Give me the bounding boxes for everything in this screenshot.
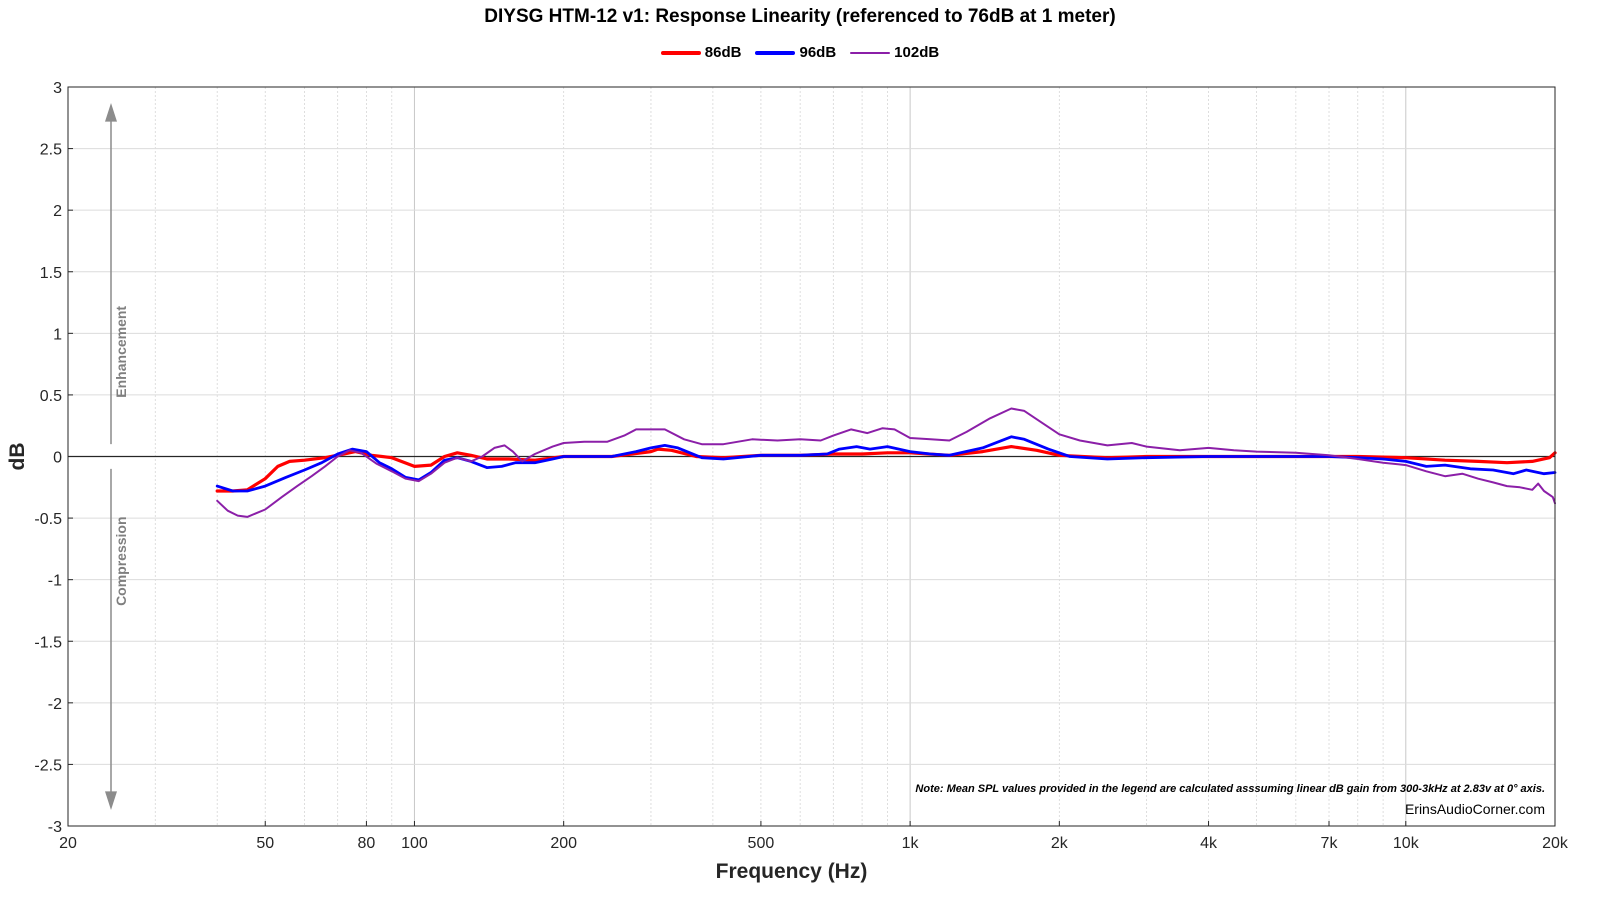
legend-label: 96dB [799, 44, 837, 61]
axes-frame [67, 86, 1556, 827]
legend-label: 102dB [894, 44, 940, 61]
legend-item-96dB: 96dB [755, 44, 836, 61]
y-tick-label: 1.5 [40, 265, 62, 282]
y-tick-label: 2 [53, 203, 62, 220]
x-tick-label: 4k [1200, 835, 1218, 852]
compression-label: Compression [113, 516, 129, 605]
series-line-102dB [216, 407, 1556, 518]
x-tick-label: 10k [1393, 835, 1420, 852]
y-tick-label: -3 [48, 819, 62, 836]
x-tick-label: 50 [256, 835, 274, 852]
chart-title: DIYSG HTM-12 v1: Response Linearity (ref… [484, 6, 1116, 27]
y-tick-label: -1.5 [34, 634, 62, 651]
enhancement-arrow-head [105, 103, 117, 122]
x-tick-label: 500 [748, 835, 775, 852]
series-layer [215, 407, 1557, 518]
y-tick-label: -2 [48, 696, 62, 713]
legend-item-102dB: 102dB [850, 44, 939, 61]
x-tick-label: 20 [59, 835, 77, 852]
y-tick-label: 2.5 [40, 142, 62, 159]
y-tick-label: 0.5 [40, 388, 62, 405]
y-tick-label: 1 [53, 326, 62, 343]
annotations: Enhancement Compression Note: Mean SPL val… [105, 103, 1545, 817]
y-tick-label: -0.5 [34, 511, 62, 528]
legend-label: 86dB [704, 44, 742, 61]
legend-swatch [850, 51, 891, 54]
legend-item-86dB: 86dB [660, 44, 742, 61]
series-line-86dB [215, 445, 1557, 493]
legend: 86dB 96dB 102dB [0, 44, 1600, 61]
series-line-96dB [215, 435, 1557, 493]
x-tick-label: 1k [902, 835, 920, 852]
legend-swatch [660, 50, 701, 55]
enhancement-label: Enhancement [113, 306, 129, 398]
x-axis-label: Frequency (Hz) [716, 860, 868, 883]
y-tick-label: -1 [48, 573, 62, 590]
x-tick-label: 2k [1051, 835, 1069, 852]
compression-arrow-head [105, 791, 117, 810]
x-tick-label: 7k [1321, 835, 1339, 852]
tick-labels: 3 2.5 2 1.5 1 0.5 0 -0.5 -1 -1.5 -2 -2.5 -320 50 80 100… [6, 80, 1569, 883]
legend-swatch [755, 50, 796, 55]
y-axis-label: dB [6, 443, 29, 471]
y-tick-label: 3 [53, 80, 62, 97]
x-tick-label: 200 [550, 835, 577, 852]
y-tick-label: -2.5 [34, 757, 62, 774]
y-tick-label: 0 [53, 450, 62, 467]
x-tick-label: 20k [1542, 835, 1569, 852]
x-tick-label: 100 [401, 835, 428, 852]
note-text: Note: Mean SPL values provided in the le… [915, 783, 1545, 795]
credit-text: ErinsAudioCorner.com [1405, 801, 1545, 817]
x-tick-label: 80 [358, 835, 376, 852]
